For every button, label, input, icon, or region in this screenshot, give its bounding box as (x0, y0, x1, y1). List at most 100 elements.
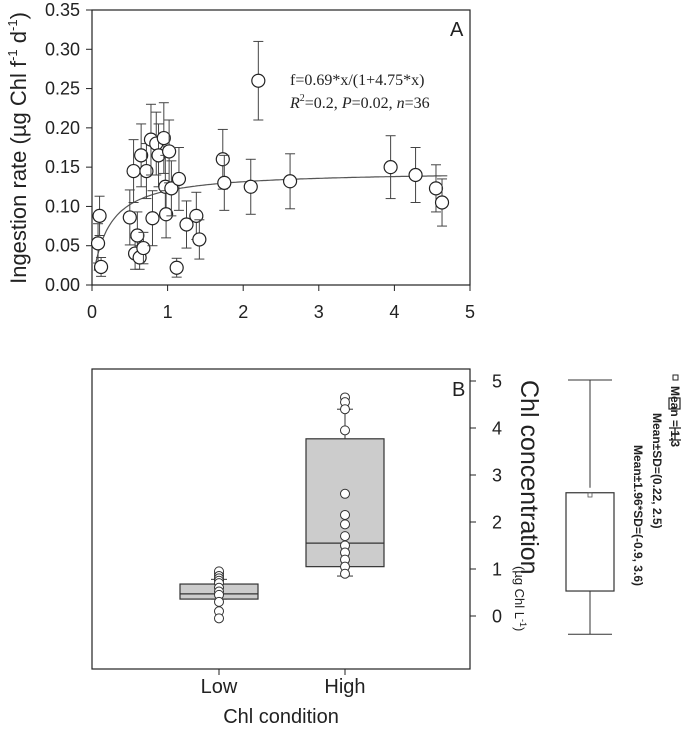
legend-ci-text: Mean±1.96*SD=(-0.9, 3.6) (631, 445, 645, 586)
a-data-point (192, 219, 207, 260)
b-data-point (214, 613, 224, 624)
a-data-point (408, 147, 423, 203)
b-data-point (340, 568, 350, 579)
b-ytick-5: 5 (492, 372, 502, 392)
b-y-axis-label: Chl concentration (515, 380, 543, 575)
a-data-point (251, 40, 266, 121)
a-data-point (92, 195, 107, 236)
panel-a-ticks (86, 9, 471, 291)
summary-mean-marker (587, 492, 593, 498)
a-data-point (93, 257, 109, 277)
a-xtick-4: 4 (389, 302, 399, 322)
a-ytick-1: 0.05 (45, 236, 80, 256)
b-ytick-2: 2 (492, 513, 502, 533)
a-data-point (383, 135, 398, 200)
a-point-marker (162, 144, 177, 159)
b-boxplots (179, 392, 385, 624)
b-ytick-4: 4 (492, 419, 502, 439)
a-ytick-7: 0.35 (45, 0, 80, 20)
a-data-point (164, 160, 179, 217)
b-legend: Mean = 1.3 Mean±SD=(0.22, 2.5) Mean±1.96… (631, 374, 682, 586)
a-data-point (189, 191, 204, 240)
b-xtick-high: High (324, 676, 365, 698)
a-data-point (169, 257, 184, 278)
b-summary-boxplot (565, 379, 615, 635)
a-point-marker (179, 217, 194, 232)
a-point-marker (215, 152, 230, 167)
a-ytick-6: 0.30 (45, 39, 80, 59)
b-data-point (340, 519, 350, 530)
a-data-point (145, 190, 160, 247)
a-point-marker (130, 228, 145, 243)
a-data-point (122, 189, 137, 246)
a-point-marker (189, 208, 204, 223)
a-data-point (126, 139, 141, 203)
legend-mean-text: Mean = 1.3 (668, 386, 682, 447)
b-data-point (340, 488, 350, 499)
a-point-marker (139, 163, 154, 179)
a-point-marker (93, 259, 109, 275)
b-data-point (340, 531, 350, 542)
panel-a-letter: A (450, 19, 464, 41)
panel-b-plot-frame (91, 368, 471, 670)
a-point-marker (145, 211, 160, 226)
a-point-marker (282, 174, 298, 189)
b-ytick-0: 0 (492, 607, 502, 627)
legend-sd-text: Mean±SD=(0.22, 2.5) (650, 413, 664, 529)
panel-a-plot-frame (91, 9, 471, 286)
a-point-marker (90, 236, 106, 251)
panel-b-letter: B (452, 379, 465, 401)
a-xtick-1: 1 (163, 302, 173, 322)
a-fit-equation: f=0.69*x/(1+4.75*x) (290, 72, 424, 89)
b-box-low (179, 566, 259, 624)
a-data-point (156, 102, 171, 174)
legend-mean-marker (672, 374, 679, 381)
legend-sd-marker (668, 397, 681, 410)
a-y-axis-label: Ingestion rate (µg Chl f-1 d-1) (5, 12, 31, 284)
b-box-high (305, 392, 385, 579)
a-point-marker (92, 208, 107, 223)
b-data-point (340, 509, 350, 520)
a-xtick-3: 3 (314, 302, 324, 322)
a-data-point (243, 158, 258, 215)
a-ytick-3: 0.15 (45, 157, 80, 177)
a-point-marker (136, 240, 151, 256)
a-ytick-2: 0.10 (45, 196, 80, 216)
a-data-point (162, 119, 177, 184)
a-point-marker (192, 232, 207, 247)
a-ytick-0: 0.00 (45, 275, 80, 295)
a-point-marker (164, 181, 179, 196)
a-point-marker (428, 181, 444, 196)
panel-b-ticks (218, 380, 476, 675)
a-data-points (90, 40, 450, 278)
b-ytick-1: 1 (492, 560, 502, 580)
a-point-marker (171, 171, 187, 187)
a-point-marker (158, 207, 174, 222)
a-fit-stats: R2=0.2, P=0.02, n=36 (289, 93, 430, 112)
a-point-marker (383, 160, 398, 175)
a-fit-curve (93, 175, 448, 271)
a-data-point (282, 153, 298, 210)
a-xtick-5: 5 (465, 302, 475, 322)
a-ytick-4: 0.20 (45, 118, 80, 138)
a-data-point (434, 178, 450, 227)
a-point-marker (434, 195, 450, 210)
a-data-point (217, 154, 232, 211)
b-data-point (340, 425, 350, 436)
a-xtick-2: 2 (238, 302, 248, 322)
a-point-marker (243, 179, 258, 194)
b-xtick-low: Low (201, 676, 238, 698)
panel-b: B 5 4 3 2 1 0 Chl concentration (µg Chl … (91, 368, 682, 728)
b-y-axis-unit: (µg Chl L-1) (512, 566, 528, 631)
a-xtick-0: 0 (87, 302, 97, 322)
b-x-axis-label: Chl condition (223, 706, 339, 728)
a-data-point (134, 123, 149, 188)
a-point-marker (126, 163, 141, 179)
a-point-marker (122, 210, 137, 225)
a-point-marker (134, 148, 149, 163)
b-data-point (340, 404, 350, 415)
a-data-point (171, 147, 187, 211)
a-point-marker (408, 167, 423, 183)
a-data-point (158, 190, 174, 239)
